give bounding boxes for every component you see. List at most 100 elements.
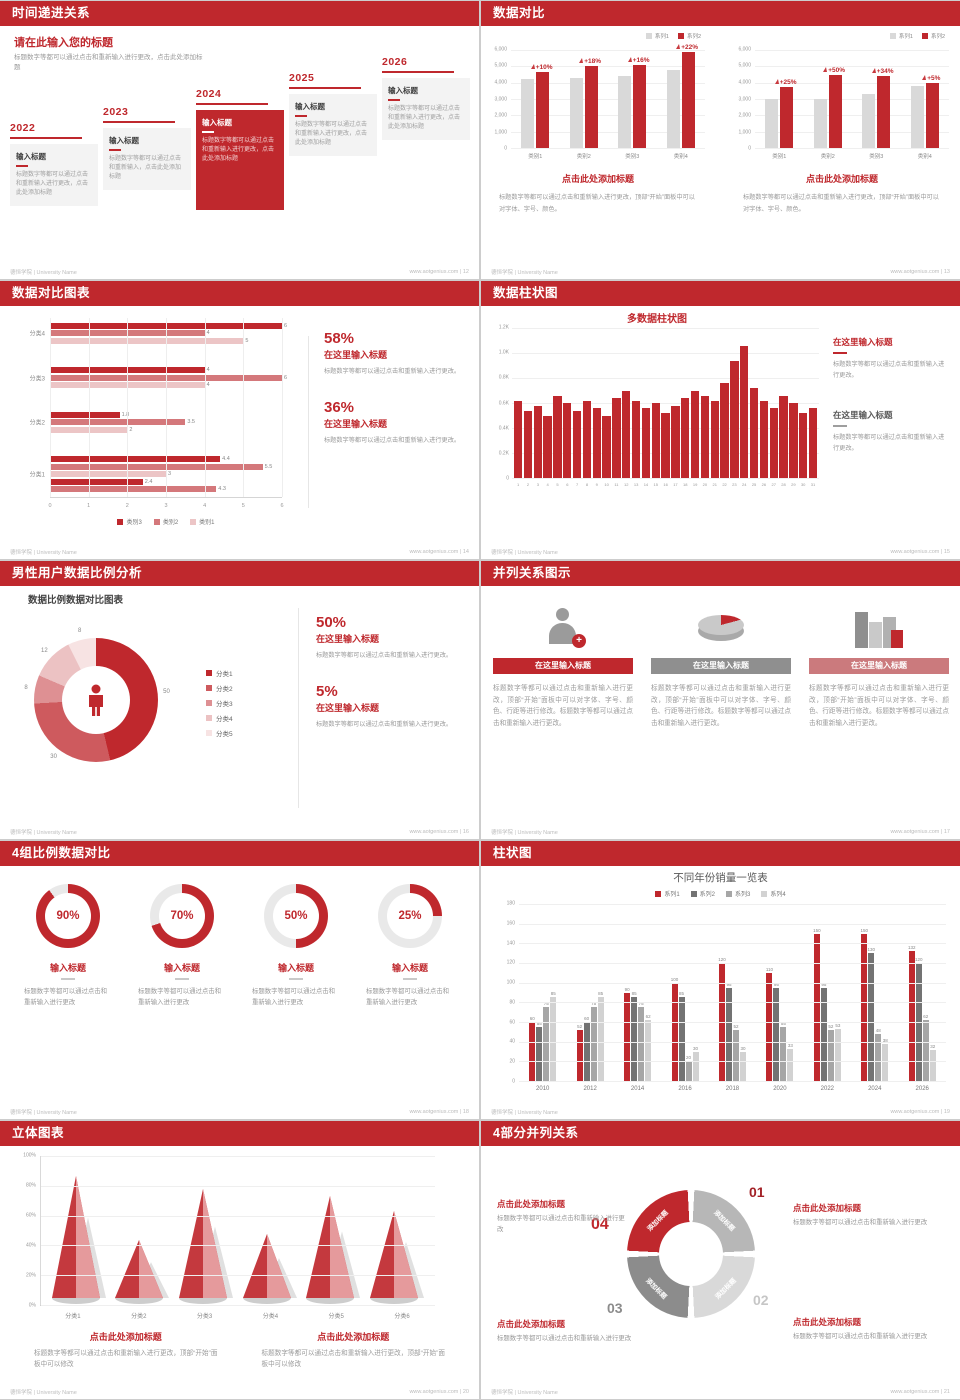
legend-swatch <box>206 685 212 691</box>
x-category-label: 2012 <box>583 1086 597 1092</box>
slide-title: 4组比例数据对比 <box>12 846 111 860</box>
value-label: 85 <box>631 991 637 997</box>
slide-16-donut-analysis[interactable]: 男性用户数据比例分析 数据比例数据对比图表 50 30 8 12 8 分类1 分类2 分类3… <box>0 561 479 839</box>
ring-rule <box>175 978 189 980</box>
x-tick-label: 19 <box>692 482 698 487</box>
y-tick-label: 0 <box>512 1078 515 1085</box>
footer-sep: | <box>940 268 943 275</box>
stat-text: 标题数字等都可以通过点击和重新输入进行更改。 <box>324 368 461 375</box>
y-tick-label: 5,000 <box>494 62 507 69</box>
y-tick-label: 4,000 <box>494 79 507 86</box>
gridline <box>127 318 129 497</box>
bar <box>641 408 651 478</box>
x-category-label: 2024 <box>868 1086 882 1092</box>
progress-ring: 70% <box>150 884 214 948</box>
legend-swatch <box>190 518 197 525</box>
slide-17-parallel-relation[interactable]: 并列关系图示 + 在这里输入标题 标题数字等都可以通过点击和重新输入进行更改，顶… <box>481 561 960 839</box>
slide-body: 90% 输入标题 标题数字等都可以通过点击和重新输入进行更改 70% 输入标题 … <box>0 866 479 1104</box>
text-block: 在这里输入标题 标题数字等都可以通过点击和重新输入进行更改。 <box>833 409 945 454</box>
slide-title-bar: 柱状图 <box>481 841 960 866</box>
bar <box>710 400 719 478</box>
grouped-bar-chart: 6,000 5,000 4,000 3,000 2,000 1,000 0 +25% +50%… <box>731 47 953 160</box>
footer-org: 德恒学院 | University Name <box>10 1389 77 1396</box>
gridline <box>519 1041 946 1043</box>
x-tick-label: 1 <box>87 503 91 509</box>
timeline-card: 输入标题 标题数字等都可以通过点击和重新输入进行更改，点击此处添加标题 <box>10 144 98 206</box>
y-tick-label: 6,000 <box>494 46 507 53</box>
series1-bar <box>862 94 876 148</box>
timeline-year-underline <box>196 103 268 105</box>
slide-13-data-comparison[interactable]: 数据对比 系列1 系列2 6,000 5,000 4,000 3,000 2,000 1,0… <box>481 1 960 279</box>
text-blocks: 在这里输入标题 标题数字等都可以通过点击和重新输入进行更改。 在这里输入标题 标… <box>833 336 945 455</box>
x-tick-label: 22 <box>722 482 727 487</box>
footer-page-number: 18 <box>462 1108 469 1115</box>
x-tick-label: 24 <box>741 482 747 487</box>
stat-block: 36% 在这里输入标题 标题数字等都可以通过点击和重新输入进行更改。 <box>324 399 464 446</box>
chart-title: 多数据柱状图 <box>627 314 687 325</box>
bar: 5.5 <box>50 463 272 470</box>
y-tick-label: 100% <box>23 1152 36 1159</box>
gridline <box>243 318 245 497</box>
column-text: 标题数字等都可以通过点击和重新输入进行更改，顶部“开始”面板中可以对字体、字号、… <box>809 685 949 727</box>
stat-text: 标题数字等都可以通过点击和重新输入进行更改。 <box>324 437 461 445</box>
slide-12-time-progression[interactable]: 时间递进关系 请在此输入您的标题 标题数字等都可以通过点击和重新输入进行更改，点… <box>0 1 479 279</box>
slide-21-four-part-relation[interactable]: 4部分并列关系 添加标题 添加标题 添加标题 添加标题 01 02 03 04 … <box>481 1121 960 1399</box>
block-rule <box>833 352 847 354</box>
category-label: 分类2 <box>29 420 45 427</box>
y-tick-label: 0.2K <box>498 450 509 457</box>
bar: 20 <box>685 1055 692 1081</box>
slide-20-3d-cones[interactable]: 立体图表 100% 80% 60% 40% 20% 0% 分类1 分类2 分类3 分类4 分类5 分… <box>0 1121 479 1399</box>
bar <box>690 390 700 478</box>
legend-item: 分类2 <box>206 683 233 693</box>
bar: 75 <box>638 1001 645 1081</box>
x-tick-label: 12 <box>624 482 629 487</box>
value-label: 52 <box>577 1023 583 1029</box>
ring-rule <box>61 978 75 980</box>
bar: 4.4 <box>50 456 230 463</box>
y-tick-label: 80 <box>509 999 515 1006</box>
pie-face <box>698 615 744 635</box>
gridline <box>519 1081 946 1082</box>
bar <box>681 398 690 478</box>
slide-19-grouped-columns[interactable]: 柱状图 不同年份销量一览表 系列1 系列2 系列3 系列4 180 160 140 120 1… <box>481 841 960 1119</box>
footer-site-page: www.aotgenius.com | 14 <box>409 549 469 555</box>
timeline-card-title: 输入标题 <box>202 118 232 127</box>
footer-page-number: 13 <box>943 268 950 275</box>
value-label: 4.4 <box>222 456 230 463</box>
slide-15-column-chart[interactable]: 数据柱状图 多数据柱状图 1.2K 1.0K 0.8K 0.6K 0.4K 0.2K 0 1… <box>481 281 960 559</box>
plot-area: 60 55 75 85 52 60 75 85 90 85 75 62 100 85 20 30 120 95 52… <box>519 904 946 1082</box>
footer-site-page: www.aotgenius.com | 16 <box>409 829 469 835</box>
timeline-card-rule <box>109 149 121 151</box>
bar <box>749 388 759 478</box>
slide-18-ratio-rings[interactable]: 4组比例数据对比 90% 输入标题 标题数字等都可以通过点击和重新输入进行更改 … <box>0 841 479 1119</box>
legend-item: 系列1 <box>655 889 680 898</box>
segment-value-label: 30 <box>50 753 57 760</box>
footer-org: 德恒学院 | University Name <box>10 1109 77 1116</box>
bar: 75 <box>543 1001 550 1081</box>
legend-label: 系列2 <box>686 34 701 40</box>
x-axis: 2010 2012 2014 2016 2018 2020 2022 2024 2026 <box>519 1083 946 1092</box>
bar-groups: +25% +50% +34% +5% <box>755 50 949 148</box>
series1-bar <box>618 76 632 148</box>
bar-group: +10% <box>521 50 553 148</box>
block-title: 在这里输入标题 <box>833 410 893 421</box>
gridline <box>50 318 51 497</box>
x-category-label: 2026 <box>915 1086 929 1092</box>
x-tick-label: 29 <box>791 482 796 487</box>
series2-bar: +18% <box>584 58 601 148</box>
footer-site: www.aotgenius.com <box>890 548 940 555</box>
gridline <box>204 318 206 497</box>
footer-page-number: 20 <box>462 1388 469 1395</box>
x-tick-label: 0 <box>48 503 52 509</box>
slide-14-horizontal-bars[interactable]: 数据对比图表 分类4 6 4 5 分类3 4 6 4 分类2 1.8 3.5 2 分类1 4.4 5.5 3 2… <box>0 281 479 559</box>
footer-page-number: 15 <box>943 548 950 555</box>
ring-column-1: 90% 输入标题 标题数字等都可以通过点击和重新输入进行更改 <box>16 884 120 1009</box>
icon-head <box>556 608 569 621</box>
footer-site: www.aotgenius.com <box>409 1388 459 1395</box>
value-label: 120 <box>914 957 923 962</box>
bar <box>612 398 621 478</box>
y-tick-label: 1,000 <box>494 129 507 135</box>
cone-chart: 100% 80% 60% 40% 20% 0% 分类1 分类2 分类3 分类4 分类5 分类6 <box>14 1152 435 1320</box>
value-label: 95 <box>821 981 827 987</box>
gridline <box>519 923 946 925</box>
